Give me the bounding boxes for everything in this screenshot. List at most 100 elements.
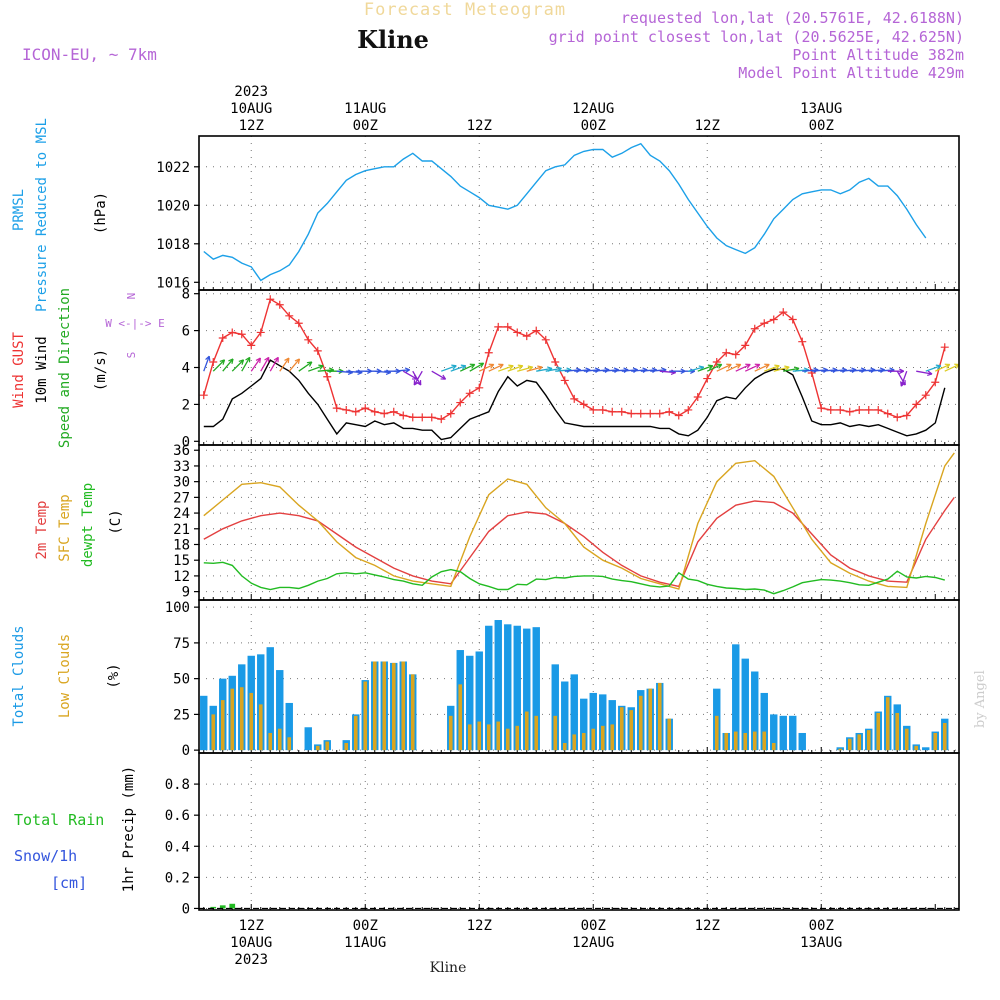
gust-point	[361, 404, 370, 413]
bar-3-1	[857, 734, 862, 751]
bar-3-1	[914, 745, 919, 751]
wind-arrow-head	[413, 380, 419, 386]
y-tick-label: 0	[182, 743, 190, 759]
wind-direction-arrow	[498, 365, 514, 372]
y-axis-titles: PRMSL Pressure Reduced to MSL (hPa) Wind GU…	[11, 118, 165, 892]
bar-3-1	[230, 688, 235, 751]
product-title: Forecast Meteogram	[364, 0, 566, 20]
y-tick-label: 0	[182, 434, 190, 450]
time-label-top: 12Z	[695, 118, 720, 134]
time-label-top: 13AUG	[800, 101, 842, 117]
bar-3-0	[760, 692, 768, 751]
wind-arrow-head	[784, 365, 790, 371]
bar-3-0	[741, 658, 749, 751]
time-label-top: 11AUG	[344, 101, 386, 117]
wind-direction-arrow	[488, 363, 504, 372]
time-label-top: 00Z	[581, 118, 606, 134]
wind-direction-arrow	[288, 358, 301, 372]
y-tick-label: 100	[165, 600, 190, 616]
bar-3-0	[789, 715, 797, 751]
y-tick-label: 1016	[156, 275, 190, 291]
gust-point	[437, 415, 446, 424]
y-tick-label: 12	[173, 569, 190, 585]
gust-point	[598, 405, 607, 414]
wind-arrow-head	[498, 363, 504, 369]
panels: 1016101810201022024689121518212427303336…	[156, 135, 960, 917]
wind-arrow-head	[205, 355, 211, 362]
wind-direction-arrow	[583, 369, 600, 372]
credit-watermark: by Angel	[973, 670, 988, 728]
wind-direction-arrow	[517, 366, 533, 372]
gust-point	[494, 322, 503, 331]
time-label-top: 12Z	[467, 118, 492, 134]
gust-point	[760, 319, 769, 328]
gust-point	[940, 343, 949, 352]
wind-direction-arrow	[269, 357, 279, 372]
gust-point	[399, 411, 408, 420]
bar-4-0	[229, 903, 236, 909]
time-label-top: 2023	[234, 84, 268, 100]
gust-point	[722, 348, 731, 357]
gust-point	[893, 413, 902, 422]
bar-4-0	[219, 905, 226, 909]
time-label-bottom: 10AUG	[230, 935, 272, 951]
bar-3-1	[211, 714, 216, 751]
bar-3-0	[285, 702, 293, 751]
wind-direction-arrow	[413, 370, 423, 386]
wind-arrow-head	[294, 358, 301, 364]
gust-point	[665, 407, 674, 416]
gust-point	[883, 409, 892, 418]
gust-point	[218, 333, 227, 342]
bar-3-0	[266, 647, 274, 751]
wind-arrow-head	[754, 363, 761, 369]
wind-direction-arrow	[878, 369, 895, 372]
bar-3-1	[524, 711, 529, 751]
bar-3-0	[570, 674, 578, 751]
time-label-bottom: 13AUG	[800, 935, 842, 951]
y-tick-label: 21	[173, 522, 190, 538]
bar-3-0	[504, 624, 512, 751]
wind-arrow-head	[899, 368, 905, 374]
gust-point	[389, 407, 398, 416]
wind-arrow-head	[735, 363, 742, 369]
gust-point	[484, 348, 493, 357]
gust-point	[836, 405, 845, 414]
legend-snow: Snow/1h	[14, 847, 77, 865]
bar-3-1	[534, 715, 539, 751]
y-title-total-clouds: Total Clouds	[11, 625, 27, 726]
wind-arrow-head	[935, 364, 942, 370]
y-tick-label: 30	[173, 475, 190, 491]
gust-point	[313, 346, 322, 355]
panel-frame	[198, 752, 960, 911]
gust-point	[788, 315, 797, 324]
gust-point	[228, 328, 237, 337]
time-label-top: 12AUG	[572, 101, 614, 117]
series-line-2-0	[203, 496, 955, 588]
direction-key-n: N	[125, 293, 138, 300]
bar-3-1	[401, 661, 406, 751]
wind-arrow-head	[219, 359, 226, 365]
gust-point	[912, 400, 921, 409]
wind-direction-arrow	[336, 370, 353, 374]
time-label-bottom: 12Z	[239, 918, 264, 934]
y-tick-label: 0.6	[165, 808, 190, 824]
wind-direction-arrow	[754, 363, 770, 372]
gust-point	[817, 404, 826, 413]
wind-direction-arrow	[764, 365, 780, 372]
wind-direction-arrow	[773, 366, 790, 372]
time-label-bottom: 2023	[234, 952, 268, 968]
wind-direction-arrow	[725, 363, 742, 372]
gust-point	[617, 407, 626, 416]
gust-point	[427, 413, 436, 422]
bar-3-1	[657, 682, 662, 751]
y-tick-label: 25	[173, 707, 190, 723]
gust-point	[247, 341, 256, 350]
wind-direction-arrow	[849, 369, 866, 372]
wind-direction-arrow	[231, 359, 245, 372]
wind-direction-arrow	[840, 369, 857, 372]
y-title-wind: 10m Wind	[34, 336, 50, 403]
gust-point	[741, 341, 750, 350]
